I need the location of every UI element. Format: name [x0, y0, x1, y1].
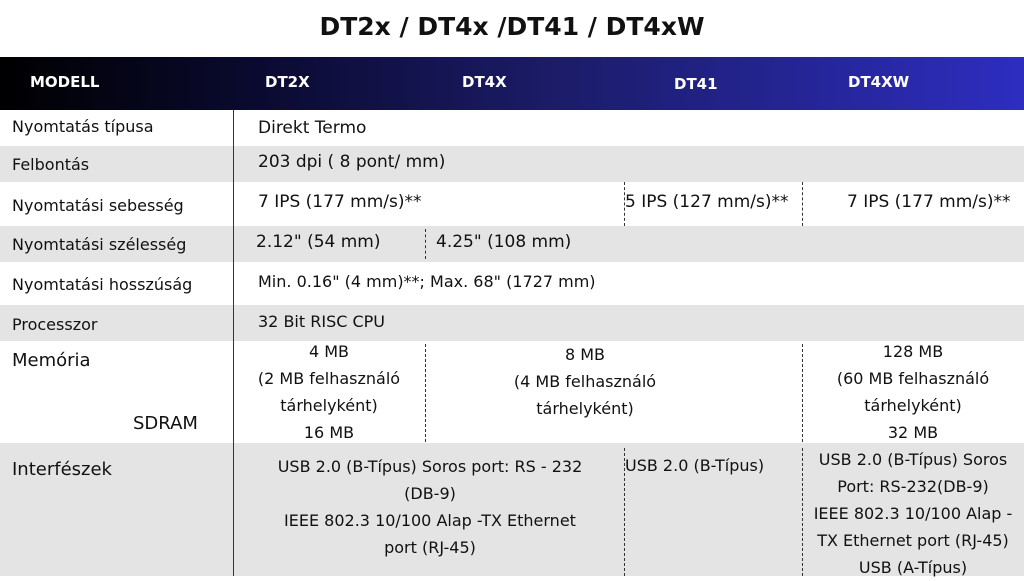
table-header: MODELL DT2X DT4X DT41 DT4XW	[0, 57, 1024, 110]
text-line: tárhelyként)	[280, 396, 378, 415]
cell-dt4x-dt41: 8 MB (4 MB felhasználó tárhelyként)	[470, 341, 700, 422]
text-line: IEEE 802.3 10/100 Alap -TX Ethernet	[284, 511, 576, 530]
text-line: (4 MB felhasználó	[513, 372, 657, 391]
cell-others: 4.25" (108 mm)	[436, 232, 572, 252]
divider	[802, 182, 803, 226]
row-memory: Memória SDRAM 4 MB (2 MB felhasználó tár…	[0, 341, 1024, 443]
divider	[802, 344, 803, 442]
text-line: 4 MB	[308, 342, 350, 361]
text-line: port (RJ-45)	[384, 538, 476, 557]
header-dt4x: DT4X	[462, 73, 507, 91]
row-label: Nyomtatási hosszúság	[12, 275, 193, 294]
row-sublabel: SDRAM	[133, 413, 198, 434]
text-line: (60 MB felhasználó	[836, 369, 990, 388]
text-line: (2 MB felhasználó	[257, 369, 401, 388]
cell-dt2x: 2.12" (54 mm)	[256, 232, 381, 252]
text-line: TX Ethernet port (RJ-45)	[817, 531, 1009, 550]
cell-dt2x-dt4x: USB 2.0 (B-Típus) Soros port: RS - 232 (…	[240, 453, 620, 561]
row-label: Processzor	[12, 315, 98, 334]
row-resolution: Felbontás 203 dpi ( 8 pont/ mm)	[0, 146, 1024, 182]
text-line: 8 MB	[564, 345, 606, 364]
text-line: (DB-9)	[404, 484, 456, 503]
row-label: Nyomtatási sebesség	[12, 196, 184, 215]
row-interfaces: Interfészek USB 2.0 (B-Típus) Soros port…	[0, 443, 1024, 577]
text-line: USB 2.0 (B-Típus) Soros port: RS - 232	[277, 457, 583, 476]
divider	[802, 448, 803, 576]
row-processor: Processzor 32 Bit RISC CPU	[0, 305, 1024, 341]
text-line: USB (A-Típus)	[858, 558, 968, 577]
cell-dt2x: 4 MB (2 MB felhasználó tárhelyként) 16 M…	[233, 338, 425, 446]
cell-value: Direkt Termo	[258, 118, 367, 138]
row-label: Nyomtatás típusa	[12, 117, 154, 136]
header-dt2x: DT2X	[265, 73, 310, 91]
cell-dt41: 5 IPS (127 mm/s)**	[625, 192, 789, 212]
row-width: Nyomtatási szélesség 2.12" (54 mm) 4.25"…	[0, 226, 1024, 262]
row-length: Nyomtatási hosszúság Min. 0.16" (4 mm)**…	[0, 262, 1024, 305]
text-line: 16 MB	[303, 423, 355, 442]
cell-dt2x-dt4x: 7 IPS (177 mm/s)**	[258, 192, 422, 212]
text-line: tárhelyként)	[864, 396, 962, 415]
cell-dt41: USB 2.0 (B-Típus)	[625, 456, 765, 475]
cell-dt4xw: USB 2.0 (B-Típus) Soros Port: RS-232(DB-…	[800, 446, 1024, 581]
text-line: tárhelyként)	[536, 399, 634, 418]
row-label: Felbontás	[12, 155, 90, 174]
cell-value: 203 dpi ( 8 pont/ mm)	[258, 152, 446, 172]
text-line: IEEE 802.3 10/100 Alap -	[813, 504, 1013, 523]
row-speed: Nyomtatási sebesség 7 IPS (177 mm/s)** 5…	[0, 182, 1024, 226]
cell-value: Min. 0.16" (4 mm)**; Max. 68" (1727 mm)	[258, 272, 596, 291]
row-label: Nyomtatási szélesség	[12, 235, 187, 254]
cell-dt4xw: 7 IPS (177 mm/s)**	[847, 192, 1011, 212]
label-column-divider	[233, 110, 234, 576]
divider	[425, 344, 426, 442]
divider	[624, 182, 625, 226]
cell-dt4xw: 128 MB (60 MB felhasználó tárhelyként) 3…	[802, 338, 1024, 446]
text-line: USB 2.0 (B-Típus) Soros	[818, 450, 1008, 469]
row-print-type: Nyomtatás típusa Direkt Termo	[0, 110, 1024, 146]
cell-value: 32 Bit RISC CPU	[258, 312, 386, 331]
text-line: Port: RS-232(DB-9)	[837, 477, 989, 496]
text-line: 128 MB	[882, 342, 944, 361]
row-label: Memória	[12, 350, 91, 371]
header-dt41: DT41	[674, 75, 718, 93]
page-title: DT2x / DT4x /DT41 / DT4xW	[319, 12, 705, 41]
row-label: Interfészek	[12, 459, 112, 480]
header-dt4xw: DT4XW	[848, 73, 910, 91]
text-line: 32 MB	[887, 423, 939, 442]
divider	[425, 229, 426, 259]
header-modell: MODELL	[30, 73, 100, 91]
divider	[624, 448, 625, 576]
